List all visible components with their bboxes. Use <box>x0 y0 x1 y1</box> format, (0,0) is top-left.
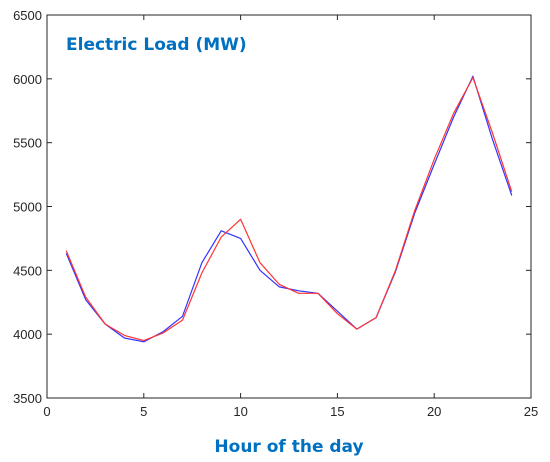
y-tick-label: 5500 <box>13 136 42 151</box>
y-tick-label: 6000 <box>13 72 42 87</box>
chart-title: Electric Load (MW) <box>66 35 247 55</box>
x-tick-label: 5 <box>140 404 147 419</box>
x-tick-label: 0 <box>43 404 50 419</box>
x-tick-label: 20 <box>427 404 441 419</box>
y-tick-label: 4000 <box>13 327 42 342</box>
y-tick-label: 3500 <box>13 391 42 406</box>
plot-area <box>47 15 531 398</box>
series-line-2 <box>65 76 513 342</box>
y-tick-label: 4500 <box>13 263 42 278</box>
x-tick-label: 15 <box>330 404 344 419</box>
y-tick-label: 5000 <box>13 200 42 215</box>
y-tick-label: 6500 <box>13 8 42 23</box>
x-tick-label: 25 <box>524 404 538 419</box>
x-tick-label: 10 <box>233 404 247 419</box>
x-axis-title: Hour of the day <box>214 437 363 457</box>
